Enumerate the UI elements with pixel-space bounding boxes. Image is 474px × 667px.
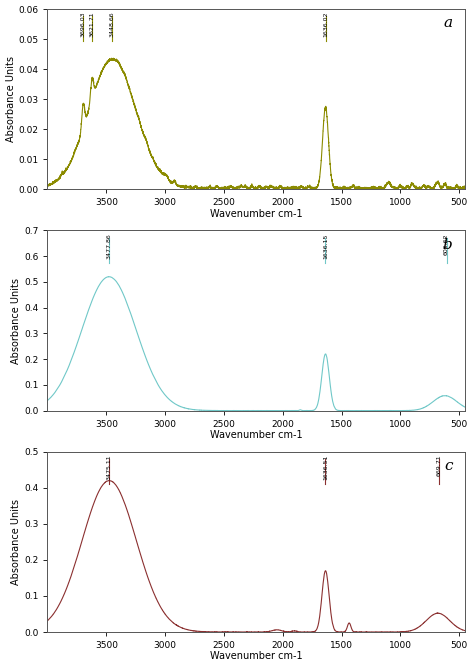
Text: b: b: [443, 237, 453, 251]
Text: 3448.66: 3448.66: [110, 12, 115, 37]
Text: 1636.51: 1636.51: [323, 455, 328, 480]
Text: 3621.71: 3621.71: [90, 12, 94, 37]
Y-axis label: Absorbance Units: Absorbance Units: [11, 277, 21, 364]
X-axis label: Wavenumber cm-1: Wavenumber cm-1: [210, 430, 302, 440]
Y-axis label: Absorbance Units: Absorbance Units: [11, 499, 21, 585]
X-axis label: Wavenumber cm-1: Wavenumber cm-1: [210, 209, 302, 219]
Text: 3477.86: 3477.86: [106, 233, 111, 259]
Y-axis label: Absorbance Units: Absorbance Units: [6, 56, 16, 142]
Text: 1636.15: 1636.15: [323, 233, 328, 259]
Text: 606.62: 606.62: [444, 233, 449, 255]
Text: 1636.02: 1636.02: [323, 12, 328, 37]
Text: 3696.03: 3696.03: [81, 12, 86, 37]
Text: a: a: [443, 16, 453, 30]
Text: c: c: [444, 459, 453, 473]
X-axis label: Wavenumber cm-1: Wavenumber cm-1: [210, 652, 302, 662]
Text: 669.71: 669.71: [437, 455, 442, 476]
Text: 3475.11: 3475.11: [107, 455, 112, 480]
